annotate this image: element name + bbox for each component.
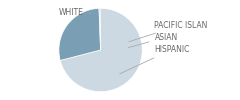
Text: PACIFIC ISLAN: PACIFIC ISLAN	[129, 20, 208, 42]
Wedge shape	[100, 8, 101, 50]
Wedge shape	[60, 8, 142, 92]
Text: HISPANIC: HISPANIC	[120, 45, 190, 74]
Text: ASIAN: ASIAN	[128, 33, 178, 48]
Wedge shape	[99, 8, 101, 50]
Text: WHITE: WHITE	[59, 8, 90, 17]
Wedge shape	[59, 8, 101, 60]
